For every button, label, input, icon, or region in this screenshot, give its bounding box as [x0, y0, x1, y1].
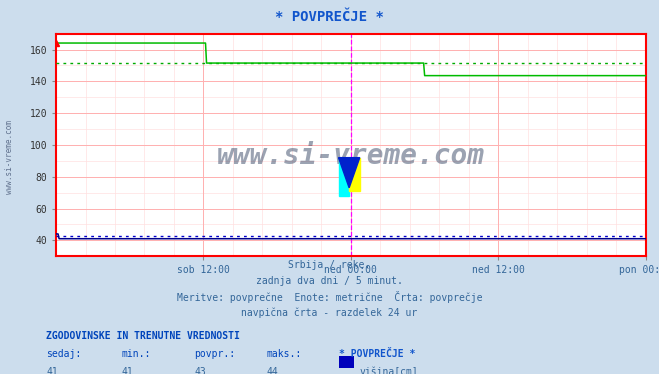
Polygon shape [339, 158, 360, 188]
Text: maks.:: maks.: [267, 349, 302, 359]
Text: 44: 44 [267, 367, 279, 374]
Text: * POVPREČJE *: * POVPREČJE * [275, 10, 384, 24]
Text: višina[cm]: višina[cm] [359, 367, 418, 374]
Text: 43: 43 [194, 367, 206, 374]
Text: * POVPREČJE *: * POVPREČJE * [339, 349, 416, 359]
Text: navpična črta - razdelek 24 ur: navpična črta - razdelek 24 ur [241, 307, 418, 318]
Text: www.si-vreme.com: www.si-vreme.com [5, 120, 14, 194]
Text: povpr.:: povpr.: [194, 349, 235, 359]
Text: Meritve: povprečne  Enote: metrične  Črta: povprečje: Meritve: povprečne Enote: metrične Črta:… [177, 291, 482, 303]
Text: zadnja dva dni / 5 minut.: zadnja dva dni / 5 minut. [256, 276, 403, 286]
Bar [339, 158, 349, 196]
Text: min.:: min.: [122, 349, 152, 359]
Text: Srbija / reke.: Srbija / reke. [289, 260, 370, 270]
Bar [349, 158, 360, 191]
Text: www.si-vreme.com: www.si-vreme.com [217, 142, 485, 170]
Text: ZGODOVINSKE IN TRENUTNE VREDNOSTI: ZGODOVINSKE IN TRENUTNE VREDNOSTI [46, 331, 240, 341]
Text: sedaj:: sedaj: [46, 349, 81, 359]
Text: 41: 41 [122, 367, 134, 374]
Text: 41: 41 [46, 367, 58, 374]
